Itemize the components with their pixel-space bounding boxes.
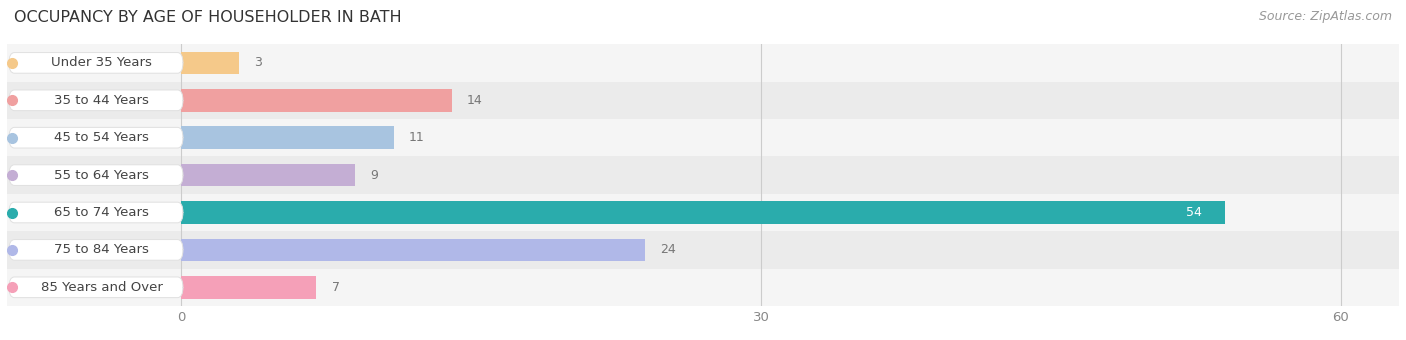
Bar bbox=[181, 276, 316, 299]
FancyBboxPatch shape bbox=[8, 53, 183, 73]
Bar bbox=[181, 89, 451, 112]
Bar bbox=[7, 44, 1399, 82]
Bar bbox=[7, 82, 1399, 119]
Text: 9: 9 bbox=[371, 169, 378, 182]
Text: 3: 3 bbox=[254, 56, 263, 69]
Text: 65 to 74 Years: 65 to 74 Years bbox=[55, 206, 149, 219]
Text: 7: 7 bbox=[332, 281, 340, 294]
Bar bbox=[181, 239, 645, 261]
Bar bbox=[181, 201, 1225, 224]
Text: 85 Years and Over: 85 Years and Over bbox=[41, 281, 163, 294]
Text: 24: 24 bbox=[661, 243, 676, 256]
Text: Source: ZipAtlas.com: Source: ZipAtlas.com bbox=[1258, 10, 1392, 23]
Bar bbox=[181, 126, 394, 149]
Text: 75 to 84 Years: 75 to 84 Years bbox=[55, 243, 149, 256]
Bar bbox=[181, 52, 239, 74]
Text: 54: 54 bbox=[1185, 206, 1202, 219]
Bar bbox=[181, 164, 354, 186]
FancyBboxPatch shape bbox=[8, 240, 183, 260]
Text: 55 to 64 Years: 55 to 64 Years bbox=[55, 169, 149, 182]
Bar bbox=[7, 156, 1399, 194]
FancyBboxPatch shape bbox=[8, 128, 183, 148]
FancyBboxPatch shape bbox=[8, 277, 183, 298]
Text: OCCUPANCY BY AGE OF HOUSEHOLDER IN BATH: OCCUPANCY BY AGE OF HOUSEHOLDER IN BATH bbox=[14, 10, 402, 25]
Bar bbox=[7, 119, 1399, 156]
Bar bbox=[7, 269, 1399, 306]
Text: 45 to 54 Years: 45 to 54 Years bbox=[55, 131, 149, 144]
Text: 11: 11 bbox=[409, 131, 425, 144]
Bar bbox=[7, 231, 1399, 269]
FancyBboxPatch shape bbox=[8, 202, 183, 223]
Text: 14: 14 bbox=[467, 94, 482, 107]
FancyBboxPatch shape bbox=[8, 165, 183, 185]
Bar bbox=[7, 194, 1399, 231]
Text: Under 35 Years: Under 35 Years bbox=[52, 56, 152, 69]
Text: 35 to 44 Years: 35 to 44 Years bbox=[55, 94, 149, 107]
FancyBboxPatch shape bbox=[8, 90, 183, 110]
